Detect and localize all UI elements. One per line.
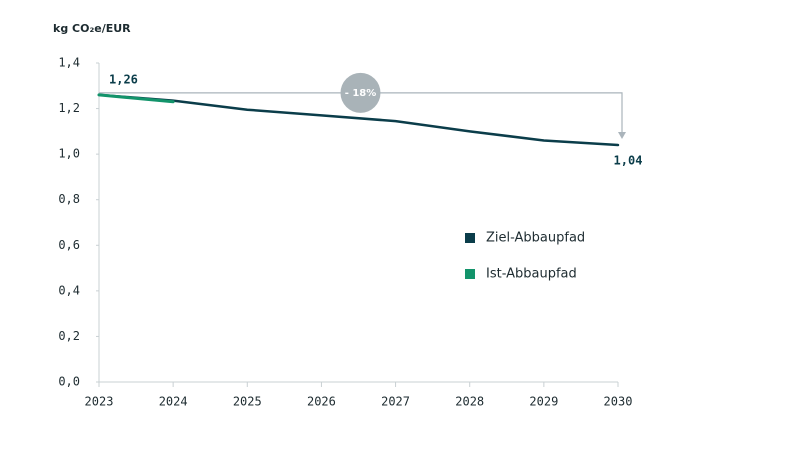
- y-tick-label: 1,0: [58, 147, 80, 161]
- data-label: 1,04: [614, 154, 643, 168]
- arrowhead: [618, 132, 626, 140]
- x-tick-label: 2023: [85, 395, 114, 409]
- annotation-badge: [340, 72, 381, 113]
- x-tick-label: 2027: [381, 395, 410, 409]
- x-tick-label: 2028: [455, 395, 484, 409]
- y-tick-label: 1,4: [58, 56, 80, 70]
- legend-swatch: [465, 269, 475, 279]
- y-tick-label: 0,2: [58, 329, 80, 343]
- series-line: [97, 93, 175, 104]
- x-tick-label: 2024: [159, 395, 188, 409]
- y-tick-label: 0,4: [58, 283, 80, 297]
- series-line: [97, 93, 620, 147]
- y-tick-label: 0,0: [58, 375, 80, 389]
- x-tick-label: 2026: [307, 395, 336, 409]
- y-tick-label: 0,6: [58, 238, 80, 252]
- x-tick-label: 2030: [604, 395, 633, 409]
- bracket: [99, 92, 623, 134]
- y-axis-label: kg CO₂e/EUR: [53, 22, 131, 35]
- legend-label: Ist-Abbaupfad: [486, 267, 577, 282]
- legend-swatch: [465, 233, 475, 243]
- annotation: - 18%: [345, 88, 377, 99]
- y-tick-label: 0,8: [58, 192, 80, 206]
- x-tick-label: 2029: [529, 395, 558, 409]
- y-tick-label: 1,2: [58, 101, 80, 115]
- legend-label: Ziel-Abbaupfad: [486, 231, 585, 246]
- x-tick-label: 2025: [233, 395, 262, 409]
- data-label: 1,26: [109, 72, 138, 86]
